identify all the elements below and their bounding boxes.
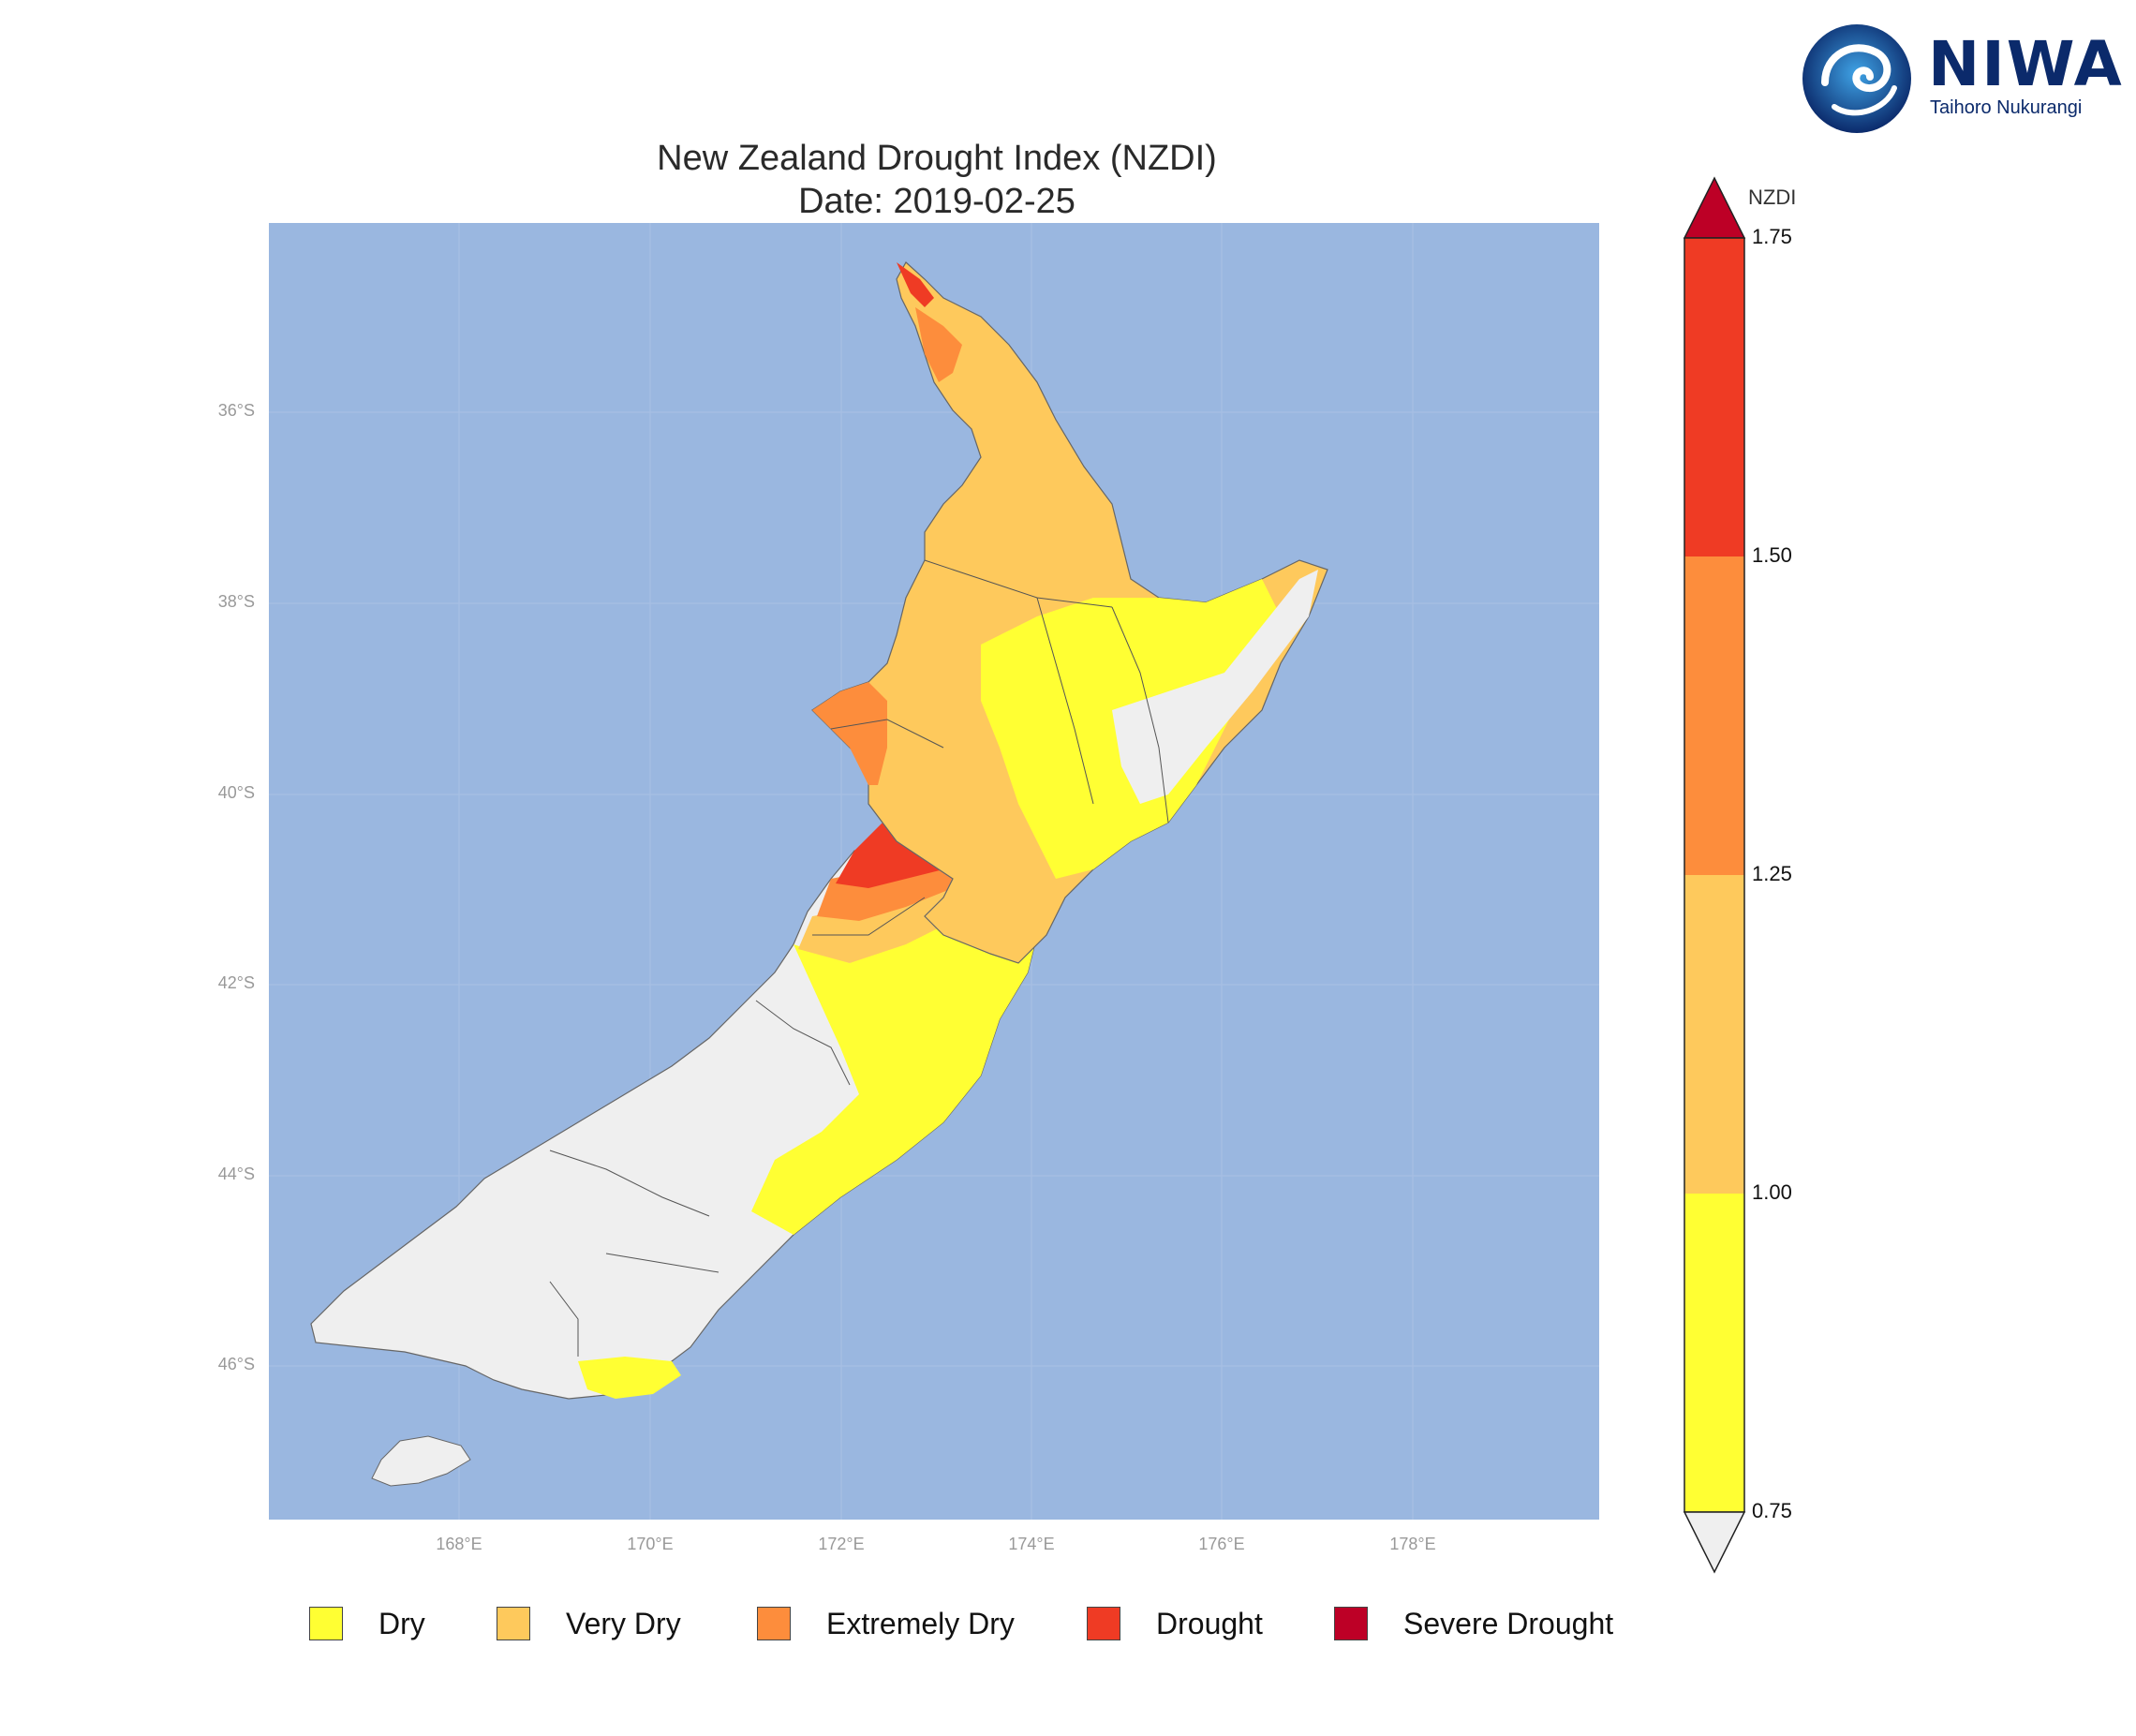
colorbar-band [1684, 875, 1744, 1194]
legend-swatch [1087, 1607, 1120, 1640]
lat-label: 44°S [217, 1165, 255, 1183]
stewart-island [371, 1435, 471, 1487]
lat-label: 38°S [217, 592, 255, 611]
niwa-logo: NIWA Taihoro Nukurangi [1797, 17, 2122, 139]
colorbar-band [1684, 1194, 1744, 1512]
colorbar-tick: 1.00 [1752, 1180, 1792, 1204]
colorbar-unit: NZDI [1748, 185, 1797, 209]
colorbar-tick: 1.25 [1752, 862, 1792, 885]
legend-swatch [309, 1607, 343, 1640]
legend-swatch [1334, 1607, 1368, 1640]
legend-label: Drought [1156, 1607, 1263, 1640]
colorbar-tick: 1.50 [1752, 543, 1792, 567]
legend-label: Extremely Dry [826, 1607, 1015, 1640]
si-dry-south [578, 1357, 681, 1399]
legend-swatch [497, 1607, 530, 1640]
region-boundaries [549, 559, 1169, 1357]
lat-label: 40°S [217, 783, 255, 802]
lon-label: 172°E [818, 1535, 865, 1553]
lat-label: 46°S [217, 1355, 255, 1373]
lat-label: 36°S [217, 401, 255, 420]
niwa-swirl-icon [1802, 24, 1911, 133]
lon-label: 170°E [627, 1535, 674, 1553]
colorbar-tick: 0.75 [1752, 1499, 1792, 1522]
drought-map [269, 223, 1599, 1520]
ni-northland-ext [915, 307, 962, 382]
lon-label: 178°E [1389, 1535, 1436, 1553]
colorbar-tick: 1.75 [1752, 225, 1792, 248]
colorbar-band [1684, 238, 1744, 556]
lon-label: 176°E [1198, 1535, 1245, 1553]
legend-label: Severe Drought [1403, 1607, 1614, 1640]
logo-wordmark: NIWA [1928, 28, 2124, 100]
colorbar-under-arrow [1683, 1511, 1746, 1574]
chart-subtitle: Date: 2019-02-25 [798, 182, 1075, 221]
lat-label: 42°S [217, 973, 255, 992]
ni-grey-east [1112, 570, 1318, 804]
lon-label: 174°E [1008, 1535, 1055, 1553]
legend-label: Very Dry [566, 1607, 681, 1640]
chart-title: New Zealand Drought Index (NZDI) [657, 139, 1217, 178]
colorbar-over-arrow [1683, 176, 1746, 239]
ni-taranaki [812, 682, 887, 785]
legend-label: Dry [378, 1607, 425, 1640]
logo-tagline: Taihoro Nukurangi [1930, 97, 2083, 118]
colorbar [1683, 176, 1746, 1574]
colorbar-band [1684, 556, 1744, 875]
si-dry-east [751, 898, 1037, 1235]
ni-northland-drought [897, 262, 934, 307]
legend-swatch [757, 1607, 791, 1640]
lon-label: 168°E [436, 1535, 482, 1553]
